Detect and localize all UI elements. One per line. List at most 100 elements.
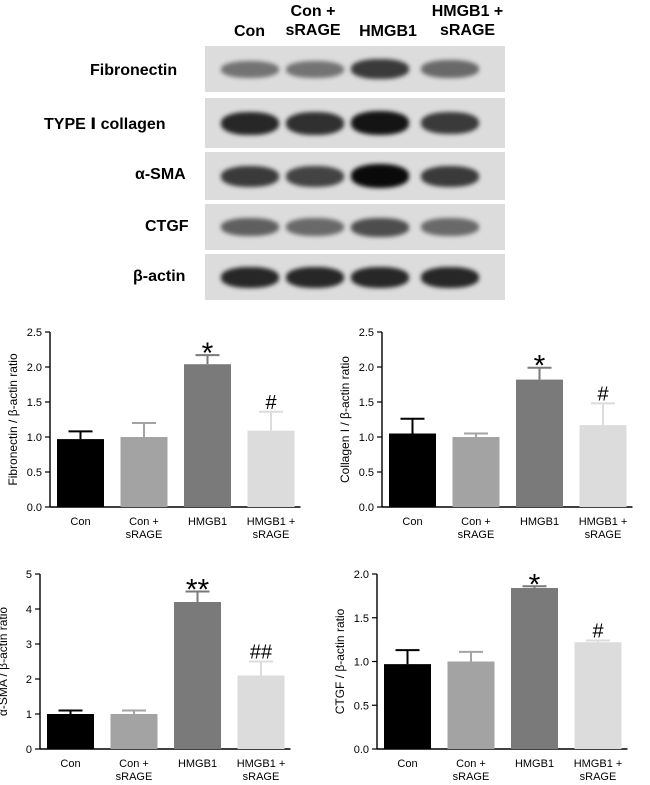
- x-tick-label-line: HMGB1: [520, 516, 559, 528]
- blot-band: [421, 218, 479, 236]
- y-tick-label: 2.5: [27, 327, 42, 339]
- blot-label-beta-actin: β-actin: [133, 268, 186, 285]
- x-tick-label: HMGB1 + sRAGE: [574, 758, 623, 783]
- x-tick-label-line: sRAGE: [580, 771, 617, 783]
- x-tick-label: HMGB1: [178, 758, 217, 770]
- x-tick-label-line: sRAGE: [458, 529, 495, 541]
- blot-band: [286, 112, 344, 135]
- x-tick-label-line: sRAGE: [243, 771, 280, 783]
- bar: [110, 714, 158, 749]
- western-blot-figure: Con Con + sRAGE HMGB1 HMGB1 + sRAGE Fibr…: [0, 0, 650, 305]
- y-tick-label: 1.0: [359, 432, 374, 444]
- x-tick-label-line: Con +: [119, 758, 149, 770]
- x-tick-label: Con: [397, 758, 417, 770]
- blot-band: [221, 112, 279, 135]
- blot-band: [351, 267, 409, 288]
- y-tick-label: 1.0: [27, 432, 42, 444]
- y-tick-label: 2.0: [27, 362, 42, 374]
- blot-band: [286, 218, 344, 236]
- x-tick-label: Con: [70, 516, 90, 528]
- y-tick-label: 1.5: [354, 613, 369, 625]
- significance-marker: *: [534, 350, 546, 383]
- y-tick-label: 2: [26, 674, 32, 686]
- x-tick-label-line: sRAGE: [585, 529, 622, 541]
- y-tick-label: 1: [26, 709, 32, 721]
- x-tick-label-line: Con +: [129, 516, 159, 528]
- y-tick-label: 1.5: [27, 397, 42, 409]
- x-tick-label: Con: [60, 758, 80, 770]
- x-tick-label-line: HMGB1: [188, 516, 227, 528]
- chart-collagen: 0.0 0.5 1.0 1.5 2.0 2.5 Collagen I / β-actin r…: [325, 318, 650, 548]
- y-tick-label: 0.5: [354, 700, 369, 712]
- lane-header-con-srage: Con + sRAGE: [285, 3, 341, 39]
- blot-label-collagen: TYPE Ⅰ collagen: [44, 116, 166, 133]
- x-tick-label: HMGB1: [188, 516, 227, 528]
- x-tick-label-line: Con +: [456, 758, 486, 770]
- blot-band: [286, 61, 344, 78]
- significance-marker: **: [186, 574, 210, 607]
- x-tick-label: HMGB1 + sRAGE: [579, 516, 628, 541]
- significance-marker: *: [529, 568, 541, 601]
- bar: [237, 675, 285, 749]
- y-tick-label: 0.5: [27, 467, 42, 479]
- bar: [47, 714, 94, 749]
- blot-strip-beta-actin: [205, 254, 505, 300]
- blot-strip-asma: [205, 152, 505, 200]
- bar: [574, 642, 622, 749]
- x-tick-label: HMGB1 + sRAGE: [247, 516, 296, 541]
- y-tick-label: 5: [26, 569, 32, 581]
- blot-band: [351, 164, 409, 188]
- x-tick-label-line: HMGB1 +: [579, 516, 628, 528]
- significance-marker: #: [592, 621, 604, 643]
- blot-band: [221, 166, 279, 187]
- x-tick-label-line: Con: [70, 516, 90, 528]
- bar: [579, 425, 627, 507]
- blot-band: [421, 267, 479, 288]
- y-tick-label: 1.5: [359, 397, 374, 409]
- y-tick-label: 0.0: [354, 744, 369, 756]
- bar: [247, 430, 295, 507]
- y-axis-label: Fibronectin / β-actin ratio: [6, 353, 20, 486]
- x-tick-label: Con + sRAGE: [458, 516, 495, 541]
- y-tick-label: 0.0: [359, 502, 374, 514]
- blot-label-asma: α-SMA: [135, 166, 186, 183]
- bar: [447, 661, 495, 749]
- y-tick-label: 2.5: [359, 327, 374, 339]
- blot-band: [286, 267, 344, 288]
- y-tick-label: 3: [26, 639, 32, 651]
- lane-header-con: Con: [233, 23, 266, 40]
- x-tick-label-line: HMGB1: [178, 758, 217, 770]
- y-tick-label: 0: [26, 744, 32, 756]
- x-tick-label: Con + sRAGE: [453, 758, 490, 783]
- x-tick-label-line: sRAGE: [253, 529, 290, 541]
- x-tick-label: Con + sRAGE: [126, 516, 163, 541]
- y-tick-label: 2.0: [359, 362, 374, 374]
- y-tick-label: 2.0: [354, 569, 369, 581]
- bar: [57, 439, 104, 507]
- bar: [511, 588, 558, 749]
- bar: [389, 433, 436, 507]
- y-tick-label: 1.0: [354, 657, 369, 669]
- x-tick-label-line: Con: [397, 758, 417, 770]
- y-tick-label: 4: [26, 604, 32, 616]
- x-tick-label-line: Con +: [461, 516, 491, 528]
- x-tick-label: Con: [402, 516, 422, 528]
- significance-marker: #: [597, 383, 609, 405]
- blot-strip-fibronectin: [205, 46, 505, 92]
- bar: [452, 437, 500, 507]
- blot-band: [351, 218, 409, 237]
- blot-band: [286, 166, 344, 187]
- y-axis-label: Collagen I / β-actin ratio: [338, 356, 352, 483]
- x-tick-label: HMGB1: [520, 516, 559, 528]
- blot-band: [221, 61, 279, 78]
- bar: [120, 437, 168, 507]
- blot-strip-ctgf: [205, 204, 505, 250]
- x-tick-label-line: sRAGE: [116, 771, 153, 783]
- x-tick-label: HMGB1: [515, 758, 554, 770]
- lane-header-hmgb1: HMGB1: [359, 23, 417, 40]
- y-axis-label: α-SMA / β-actin ratio: [0, 607, 10, 717]
- blot-band: [421, 112, 479, 134]
- bar: [184, 364, 231, 507]
- blot-strip-collagen: [205, 98, 505, 148]
- x-tick-label-line: sRAGE: [126, 529, 163, 541]
